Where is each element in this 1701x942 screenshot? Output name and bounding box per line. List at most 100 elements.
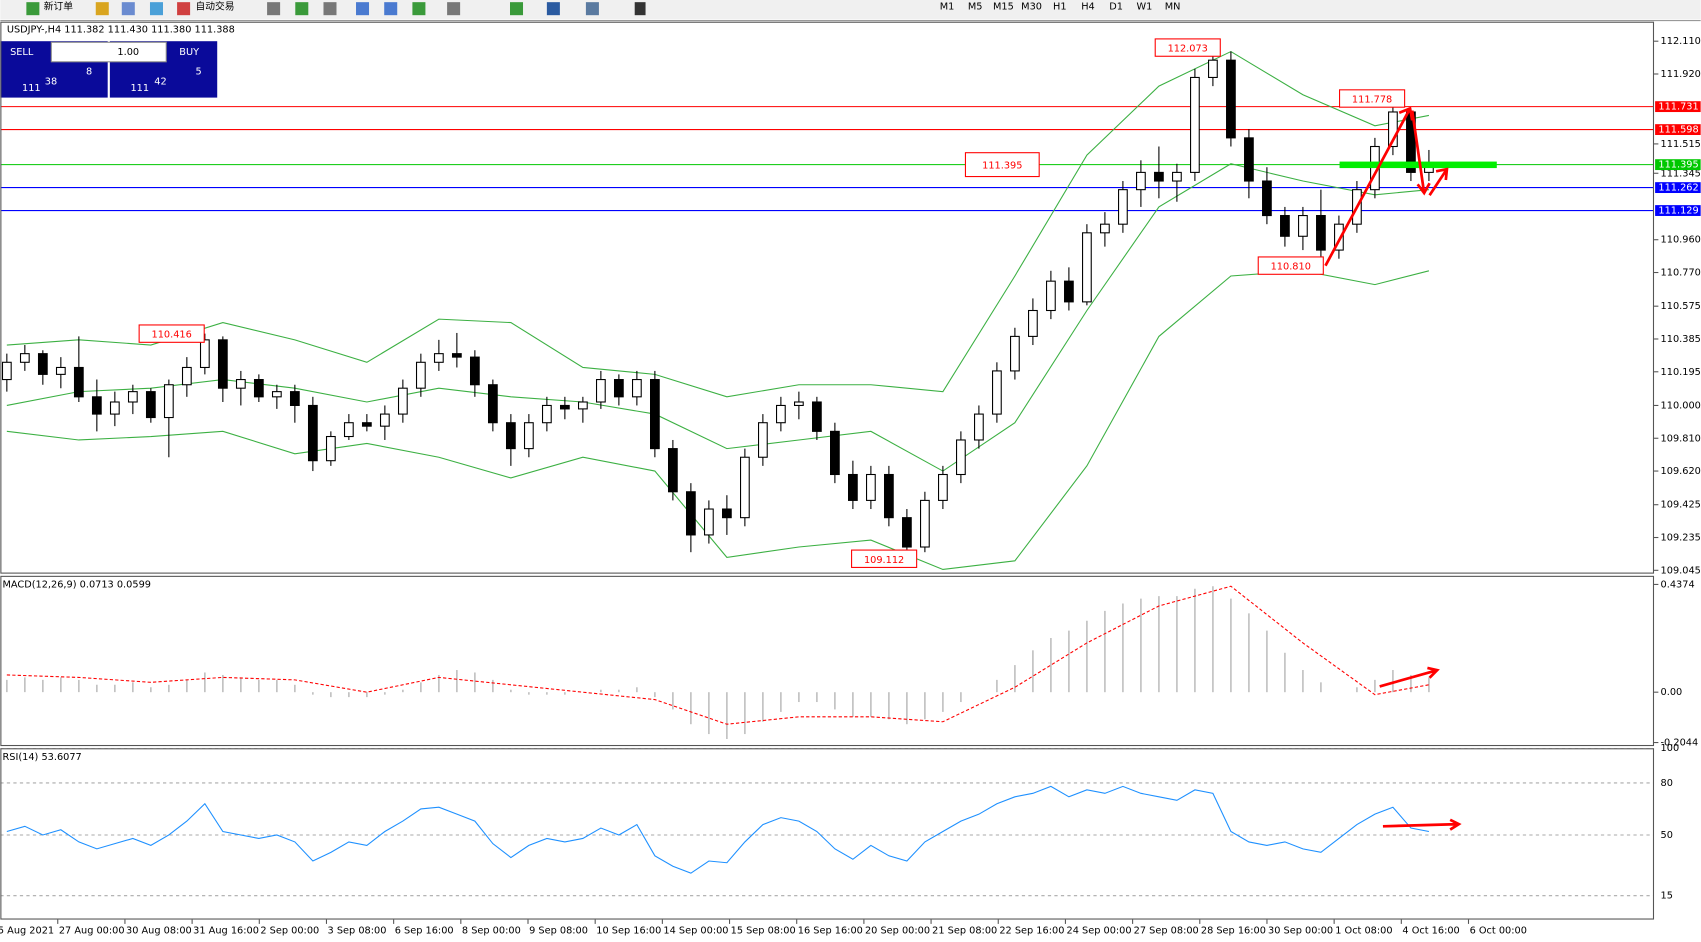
frame — [0, 21, 1655, 574]
icon[interactable] — [26, 2, 40, 16]
candle-body — [1100, 223, 1110, 234]
rsi-line — [6, 785, 1430, 874]
candle-body — [343, 422, 354, 438]
x-tick-label: 20 Sep 00:00 — [865, 925, 930, 936]
candle-body — [830, 430, 840, 476]
candle-body — [1118, 189, 1128, 225]
lots[interactable]: 1.00 — [117, 47, 139, 58]
bid-pips: 38 — [45, 76, 57, 87]
x-tick-label: 15 Sep 08:00 — [731, 925, 796, 936]
candle-body — [163, 384, 174, 419]
timeframe[interactable]: M1 — [940, 2, 955, 13]
icon[interactable] — [295, 2, 309, 16]
icon[interactable] — [177, 2, 191, 16]
sell-button[interactable]: SELL — [10, 47, 34, 58]
icon[interactable] — [585, 2, 599, 16]
arrow — [1428, 167, 1449, 196]
icon[interactable] — [267, 2, 281, 16]
candle-body — [812, 401, 822, 432]
icon[interactable] — [384, 2, 398, 16]
bollinger-middle — [6, 163, 1429, 472]
candle-body — [613, 379, 624, 398]
candle-body — [397, 387, 408, 415]
timeframe[interactable]: D1 — [1109, 2, 1123, 13]
buy-button[interactable]: BUY — [179, 47, 199, 58]
lot-input[interactable] — [50, 41, 167, 63]
icon[interactable] — [412, 2, 426, 16]
x-tick-label: 16 Sep 16:00 — [798, 925, 863, 936]
x-tick-label: 22 Sep 16:00 — [999, 925, 1064, 936]
level-label: 111.395 — [1658, 160, 1698, 171]
icon[interactable] — [510, 2, 524, 16]
x-tick-label: 31 Aug 16:00 — [193, 925, 259, 936]
macd-tick-label: -0.2044 — [1661, 738, 1699, 749]
timeframe[interactable]: M15 — [993, 2, 1014, 13]
icon[interactable] — [95, 2, 109, 16]
candle-body — [55, 366, 66, 375]
timeframe[interactable]: W1 — [1136, 2, 1152, 13]
candle-body — [776, 404, 786, 424]
candle-body — [956, 439, 966, 476]
x-tick-label: 27 Sep 08:00 — [1134, 925, 1199, 936]
x-tick-label: 14 Sep 00:00 — [663, 925, 728, 936]
candle-body — [451, 353, 462, 358]
candle-body — [1028, 309, 1038, 337]
timeframe[interactable]: H4 — [1081, 2, 1095, 13]
candle-body — [505, 422, 516, 450]
level-label: 111.731 — [1658, 102, 1698, 113]
icon[interactable] — [634, 2, 646, 16]
timeframe[interactable]: M30 — [1021, 2, 1042, 13]
x-tick-label: 10 Sep 16:00 — [596, 925, 661, 936]
candle-body — [595, 379, 606, 403]
bollinger-upper — [6, 50, 1430, 398]
candle-body — [721, 508, 732, 519]
y-tick-label: 109.810 — [1661, 433, 1701, 444]
x-tick-label: 6 Oct 00:00 — [1470, 925, 1527, 936]
price-annotation: 111.778 — [1352, 95, 1392, 106]
ask-point: 5 — [196, 67, 202, 78]
icon[interactable] — [546, 2, 560, 16]
icon[interactable] — [447, 2, 461, 16]
candle-body — [181, 366, 192, 386]
arrows — [1324, 106, 1462, 831]
level-label: 111.129 — [1658, 206, 1698, 217]
chart-title: USDJPY-,H4 111.382 111.430 111.380 111.3… — [7, 24, 235, 35]
timeframe[interactable]: M5 — [968, 2, 983, 13]
timeframe[interactable]: H1 — [1053, 2, 1067, 13]
candle-body — [992, 370, 1002, 415]
x-tick-label: 27 Aug 00:00 — [59, 925, 125, 936]
icon[interactable] — [149, 2, 163, 16]
candle-body — [145, 391, 156, 419]
candle-body — [974, 413, 984, 441]
icon[interactable] — [121, 2, 135, 16]
level-tag — [1655, 205, 1701, 216]
auto-trading[interactable]: 自动交易 — [196, 0, 235, 13]
candle-body — [523, 422, 534, 450]
candle-body — [758, 422, 768, 458]
timeframe[interactable]: MN — [1165, 2, 1181, 13]
arrow — [1324, 106, 1414, 267]
candle-body — [631, 379, 642, 398]
trade-panel: SELL 1.00 BUY 111 38 8 111 42 5 — [0, 41, 218, 98]
ask-pips: 42 — [154, 76, 166, 87]
price-annotation: 110.810 — [1271, 262, 1311, 273]
y-tick-label: 111.920 — [1661, 69, 1701, 80]
candle-body — [1388, 111, 1398, 148]
y-tick-label: 110.385 — [1661, 334, 1701, 345]
rsi-panel — [0, 748, 1655, 897]
candle-body — [325, 435, 336, 462]
y-tick-label: 109.425 — [1661, 500, 1701, 511]
y-tick-label: 111.515 — [1661, 139, 1701, 150]
x-tick-label: 24 Sep 00:00 — [1067, 925, 1132, 936]
candle-body — [199, 339, 210, 369]
candle-body — [433, 353, 444, 363]
candle-body — [1064, 280, 1074, 303]
new-order[interactable]: 新订单 — [44, 0, 73, 13]
price-annotation-box — [1154, 38, 1221, 57]
candle-body — [577, 401, 588, 410]
icon[interactable] — [356, 2, 370, 16]
rsi-tick-label: 100 — [1661, 743, 1680, 754]
icon[interactable] — [323, 2, 337, 16]
